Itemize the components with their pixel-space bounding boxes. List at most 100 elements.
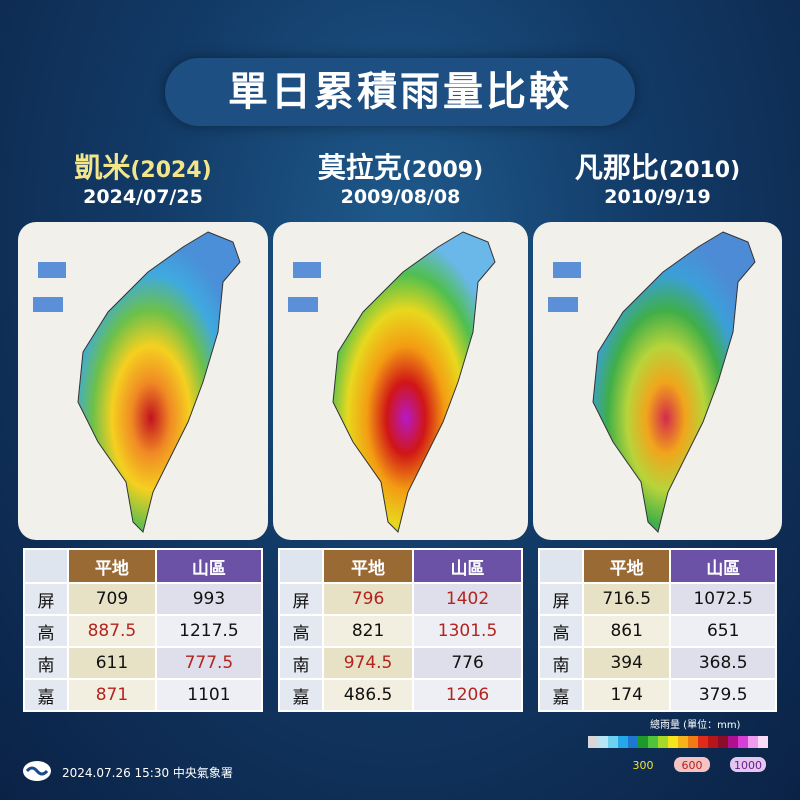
- table-row: 高 887.5 1217.5: [25, 616, 261, 646]
- corner: [540, 550, 582, 582]
- logo: [23, 761, 51, 781]
- column-header: 山區: [671, 550, 775, 582]
- corner: [280, 550, 322, 582]
- table-cell: 871: [69, 680, 155, 710]
- panel-date: 2009/08/08: [340, 186, 461, 208]
- table-cell: 1101: [156, 680, 261, 710]
- table-cell: 974.5: [324, 648, 413, 678]
- legend-swatch: [598, 736, 608, 748]
- table-row: 南 974.5 776: [280, 648, 521, 678]
- table-cell: 611: [69, 648, 155, 678]
- row-label: 南: [540, 648, 582, 678]
- panel-name-text: 莫拉克: [317, 151, 402, 184]
- legend-swatch: [588, 736, 598, 748]
- header-row: 平地 山區: [540, 550, 775, 582]
- legend-swatch: [738, 736, 748, 748]
- table-cell: 1206: [414, 680, 521, 710]
- table-cell: 651: [671, 616, 775, 646]
- row-label: 南: [280, 648, 322, 678]
- legend-swatch: [618, 736, 628, 748]
- header-row: 平地 山區: [280, 550, 521, 582]
- table-cell: 1301.5: [414, 616, 521, 646]
- legend-swatch: [608, 736, 618, 748]
- corner: [25, 550, 67, 582]
- table-cell: 716.5: [584, 584, 670, 614]
- legend-label: 600: [682, 759, 703, 772]
- table-cell: 1402: [414, 584, 521, 614]
- row-label: 南: [25, 648, 67, 678]
- panel-date: 2010/9/19: [604, 186, 711, 208]
- legend-swatch: [638, 736, 648, 748]
- legend-swatch: [628, 736, 638, 748]
- table-cell: 777.5: [156, 648, 261, 678]
- legend-title: 總雨量 (單位：mm): [650, 720, 741, 731]
- table-cell: 796: [324, 584, 413, 614]
- legend-swatch: [688, 736, 698, 748]
- legend-label: 1000: [734, 759, 762, 772]
- rainfall-map: [273, 222, 528, 540]
- rainfall-map: [533, 222, 782, 540]
- legend-label: 300: [633, 759, 654, 772]
- panel-year: (2010): [658, 158, 741, 183]
- legend-swatch: [658, 736, 668, 748]
- column-header: 山區: [156, 550, 261, 582]
- column-header: 山區: [414, 550, 521, 582]
- legend-swatch: [708, 736, 718, 748]
- panel-name: 莫拉克(2009): [271, 146, 531, 186]
- rainfall-map: [18, 222, 268, 540]
- table-cell: 861: [584, 616, 670, 646]
- legend-swatch: [748, 736, 758, 748]
- row-label: 屏: [25, 584, 67, 614]
- legend-swatch: [668, 736, 678, 748]
- panel-name: 凡那比(2010): [528, 146, 788, 186]
- table-cell: 887.5: [69, 616, 155, 646]
- table-row: 南 611 777.5: [25, 648, 261, 678]
- table-row: 屏 709 993: [25, 584, 261, 614]
- legend-pill: [674, 757, 710, 772]
- panel-year: (2024): [130, 158, 212, 183]
- table-row: 高 861 651: [540, 616, 775, 646]
- panel-name: 凱米(2024): [13, 146, 273, 186]
- footer: 2024.07.26 15:30 中央氣象署: [62, 766, 233, 780]
- table-cell: 486.5: [324, 680, 413, 710]
- row-label: 屏: [540, 584, 582, 614]
- legend-swatch: [758, 736, 768, 748]
- table-row: 嘉 174 379.5: [540, 680, 775, 710]
- rain-table: 平地 山區屏 716.5 1072.5 高 861 651 南 394 368.5 嘉 174 379.…: [538, 548, 777, 712]
- rain-table: 平地 山區屏 709 993 高 887.5 1217.5 南 611 777.5 嘉 871 1101: [23, 548, 263, 712]
- table-cell: 394: [584, 648, 670, 678]
- row-label: 高: [280, 616, 322, 646]
- table-cell: 1072.5: [671, 584, 775, 614]
- panel-name-text: 凱米: [74, 151, 131, 184]
- table-row: 嘉 871 1101: [25, 680, 261, 710]
- table-cell: 709: [69, 584, 155, 614]
- row-label: 屏: [280, 584, 322, 614]
- panel-year: (2009): [401, 158, 484, 183]
- table-cell: 821: [324, 616, 413, 646]
- row-label: 高: [540, 616, 582, 646]
- row-label: 嘉: [540, 680, 582, 710]
- column-header: 平地: [324, 550, 413, 582]
- header-row: 平地 山區: [25, 550, 261, 582]
- legend-pill: [730, 757, 766, 772]
- legend-swatch: [648, 736, 658, 748]
- table-cell: 174: [584, 680, 670, 710]
- title: 單日累積雨量比較: [165, 58, 635, 126]
- table-row: 南 394 368.5: [540, 648, 775, 678]
- table-row: 高 821 1301.5: [280, 616, 521, 646]
- table-row: 嘉 486.5 1206: [280, 680, 521, 710]
- rain-table: 平地 山區屏 796 1402 高 821 1301.5 南 974.5 776 嘉 486.5 120…: [278, 548, 523, 712]
- panel-date: 2024/07/25: [83, 186, 203, 208]
- table-row: 屏 716.5 1072.5: [540, 584, 775, 614]
- row-label: 高: [25, 616, 67, 646]
- legend-swatch: [678, 736, 688, 748]
- column-header: 平地: [69, 550, 155, 582]
- row-label: 嘉: [280, 680, 322, 710]
- row-label: 嘉: [25, 680, 67, 710]
- legend: 300 600 1000: [588, 736, 768, 772]
- legend-swatch: [728, 736, 738, 748]
- column-header: 平地: [584, 550, 670, 582]
- table-cell: 379.5: [671, 680, 775, 710]
- table-cell: 776: [414, 648, 521, 678]
